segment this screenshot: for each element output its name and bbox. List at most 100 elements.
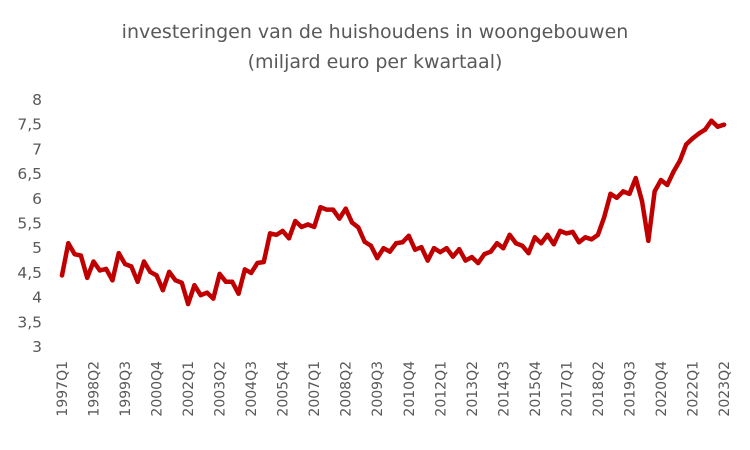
y-tick-label: 7,5: [17, 116, 42, 134]
data-point: [267, 231, 273, 236]
data-point: [129, 264, 134, 269]
x-tick-label: 2018Q2: [591, 361, 607, 417]
data-point: [639, 199, 645, 204]
x-tick-label: 2013Q2: [465, 361, 481, 417]
data-point: [412, 247, 418, 252]
data-point: [677, 158, 683, 163]
data-point: [78, 253, 84, 258]
data-point: [721, 122, 727, 127]
data-point: [311, 224, 317, 230]
data-point: [526, 250, 531, 256]
data-point: [362, 239, 367, 244]
data-point: [406, 233, 411, 239]
x-tick-label: 2015Q4: [528, 361, 544, 417]
data-point: [494, 241, 500, 246]
x-tick-label: 2017Q1: [559, 361, 575, 417]
data-point: [400, 240, 405, 245]
data-point: [576, 240, 582, 245]
data-point: [337, 216, 342, 221]
data-point: [431, 246, 437, 251]
data-point: [305, 222, 311, 227]
data-point: [185, 301, 191, 307]
x-tick-label: 2007Q1: [307, 361, 323, 417]
data-point: [97, 268, 103, 273]
data-point: [589, 237, 594, 242]
data-point: [217, 271, 222, 277]
data-point: [475, 260, 481, 266]
x-tick-label: 2004Q3: [244, 361, 260, 417]
data-point: [702, 127, 708, 132]
data-point: [715, 124, 720, 129]
data-point: [709, 118, 714, 123]
data-point: [393, 241, 399, 246]
data-point: [103, 266, 109, 272]
data-point: [59, 273, 65, 278]
data-point: [318, 205, 323, 210]
data-point: [425, 258, 430, 263]
data-point: [620, 189, 626, 194]
data-point: [444, 246, 449, 251]
data-point: [488, 249, 493, 254]
y-tick-label: 8: [32, 91, 42, 109]
data-point: [324, 207, 329, 212]
data-point: [507, 232, 512, 238]
data-point: [166, 269, 172, 275]
x-tick-label: 2019Q3: [622, 361, 638, 417]
x-tick-label: 2014Q3: [496, 361, 512, 417]
data-point: [602, 214, 607, 220]
data-point: [583, 235, 588, 240]
data-point: [608, 191, 613, 197]
data-point: [160, 287, 166, 293]
data-point: [223, 279, 229, 284]
data-point: [614, 195, 620, 201]
data-point: [520, 243, 525, 248]
data-point: [482, 251, 487, 257]
data-point: [671, 169, 676, 174]
data-point: [683, 142, 689, 147]
y-tick-label: 4: [32, 289, 42, 307]
y-tick-label: 7: [32, 140, 42, 158]
data-point: [665, 182, 670, 188]
data-point: [387, 249, 393, 254]
data-point: [627, 191, 632, 197]
data-point: [450, 254, 456, 259]
data-point: [230, 279, 235, 284]
data-point: [261, 259, 266, 265]
data-point: [135, 279, 140, 284]
data-point: [356, 225, 361, 230]
x-tick-label: 2023Q2: [717, 361, 733, 417]
series-line: [59, 118, 727, 307]
data-point: [248, 270, 254, 276]
data-point: [274, 232, 279, 238]
data-point: [501, 246, 506, 251]
data-point: [349, 220, 355, 225]
data-point: [85, 275, 90, 281]
x-tick-label: 2010Q4: [402, 361, 418, 417]
data-point: [148, 269, 153, 275]
y-tick-label: 6: [32, 190, 42, 208]
data-point: [690, 136, 695, 141]
data-point: [198, 292, 203, 298]
data-point: [570, 229, 575, 235]
data-point: [343, 206, 348, 211]
data-point: [242, 267, 248, 272]
x-tick-label: 2008Q2: [339, 361, 355, 417]
x-tick-label: 1999Q3: [118, 361, 134, 417]
data-point: [513, 241, 519, 246]
data-point: [116, 250, 121, 256]
data-point: [211, 296, 216, 301]
data-point: [91, 259, 96, 264]
data-point: [368, 243, 374, 248]
y-tick-label: 6,5: [17, 165, 42, 183]
x-tick-label: 2022Q1: [685, 361, 701, 417]
data-point: [122, 261, 128, 267]
x-tick-label: 1998Q2: [87, 361, 103, 417]
data-point: [564, 231, 569, 236]
data-point: [633, 175, 638, 181]
data-point: [551, 242, 556, 247]
y-tick-label: 5: [32, 239, 42, 257]
data-point: [66, 241, 71, 246]
data-point: [255, 260, 260, 266]
data-point: [646, 238, 651, 243]
x-tick-label: 1997Q1: [55, 361, 71, 417]
